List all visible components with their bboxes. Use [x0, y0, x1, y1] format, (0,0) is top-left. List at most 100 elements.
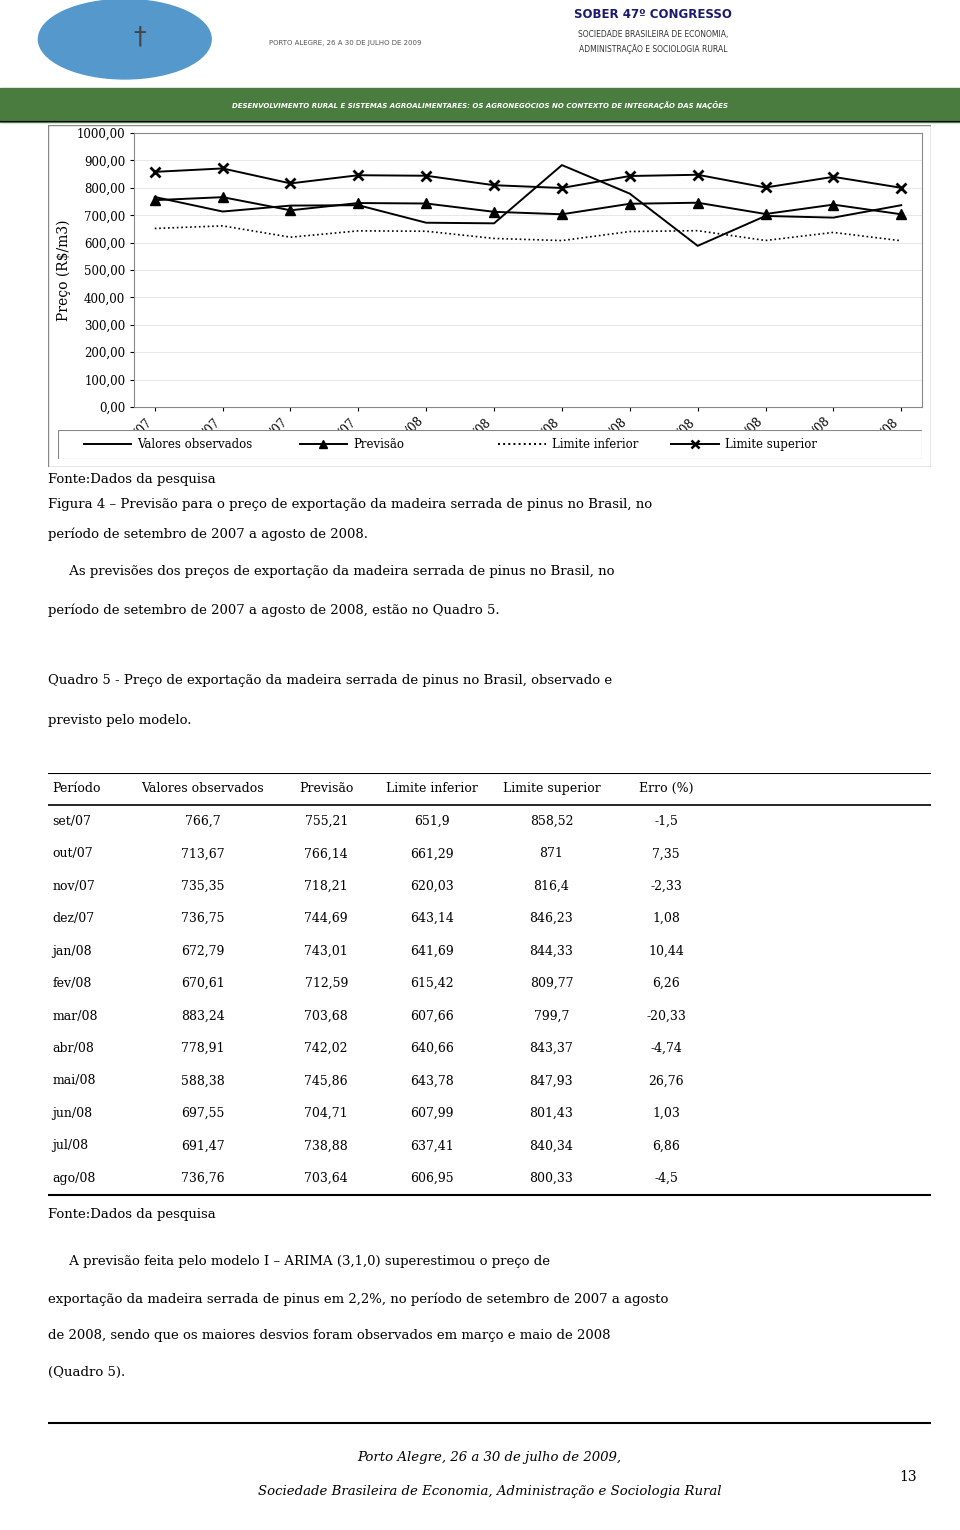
- Text: Porto Alegre, 26 a 30 de julho de 2009,: Porto Alegre, 26 a 30 de julho de 2009,: [357, 1450, 622, 1464]
- Text: Previsão: Previsão: [353, 438, 404, 451]
- Text: mai/08: mai/08: [53, 1074, 96, 1088]
- Text: jan/08: jan/08: [53, 944, 92, 958]
- Text: Limite inferior: Limite inferior: [552, 438, 638, 451]
- Text: ADMINISTRAÇÃO E SOCIOLOGIA RURAL: ADMINISTRAÇÃO E SOCIOLOGIA RURAL: [579, 44, 727, 54]
- Text: 640,66: 640,66: [410, 1042, 454, 1056]
- Text: -4,5: -4,5: [655, 1172, 678, 1184]
- Text: exportação da madeira serrada de pinus em 2,2%, no período de setembro de 2007 a: exportação da madeira serrada de pinus e…: [48, 1293, 668, 1307]
- Text: (Quadro 5).: (Quadro 5).: [48, 1366, 125, 1380]
- Text: 735,35: 735,35: [180, 880, 225, 892]
- Text: 843,37: 843,37: [530, 1042, 573, 1056]
- Text: 26,76: 26,76: [648, 1074, 684, 1088]
- Text: Limite inferior: Limite inferior: [386, 782, 478, 796]
- Text: 846,23: 846,23: [530, 912, 573, 926]
- Text: 800,33: 800,33: [530, 1172, 573, 1184]
- Text: 704,71: 704,71: [304, 1106, 348, 1120]
- Text: Fonte:Dados da pesquisa: Fonte:Dados da pesquisa: [48, 473, 216, 487]
- Text: 844,33: 844,33: [530, 944, 573, 958]
- Text: 809,77: 809,77: [530, 978, 573, 990]
- Bar: [0, 89, 960, 122]
- Text: ago/08: ago/08: [53, 1172, 96, 1184]
- Text: SOBER 47º CONGRESSO: SOBER 47º CONGRESSO: [574, 8, 732, 21]
- Text: 755,21: 755,21: [304, 815, 348, 828]
- Text: 6,86: 6,86: [652, 1140, 681, 1152]
- Text: SOCIEDADE BRASILEIRA DE ECONOMIA,: SOCIEDADE BRASILEIRA DE ECONOMIA,: [578, 29, 728, 38]
- Text: 7,35: 7,35: [653, 848, 680, 860]
- Text: 615,42: 615,42: [410, 978, 454, 990]
- Text: PORTO ALEGRE, 26 A 30 DE JULHO DE 2009: PORTO ALEGRE, 26 A 30 DE JULHO DE 2009: [270, 40, 421, 46]
- Text: †: †: [132, 24, 146, 49]
- Text: 801,43: 801,43: [530, 1106, 573, 1120]
- Text: 6,26: 6,26: [653, 978, 680, 990]
- Text: Limite superior: Limite superior: [725, 438, 817, 451]
- Text: nov/07: nov/07: [53, 880, 95, 892]
- Text: período de setembro de 2007 a agosto de 2008.: período de setembro de 2007 a agosto de …: [48, 528, 368, 542]
- Text: 858,52: 858,52: [530, 815, 573, 828]
- Text: -2,33: -2,33: [650, 880, 683, 892]
- Text: fev/08: fev/08: [53, 978, 92, 990]
- Text: 718,21: 718,21: [304, 880, 348, 892]
- Text: 697,55: 697,55: [180, 1106, 225, 1120]
- Text: 1,08: 1,08: [652, 912, 681, 926]
- Text: set/07: set/07: [53, 815, 91, 828]
- Text: A previsão feita pelo modelo I – ARIMA (3,1,0) superestimou o preço de: A previsão feita pelo modelo I – ARIMA (…: [48, 1255, 550, 1268]
- Text: 703,64: 703,64: [304, 1172, 348, 1184]
- Text: 661,29: 661,29: [410, 848, 454, 860]
- Bar: [0, 0, 960, 89]
- Text: -4,74: -4,74: [650, 1042, 683, 1056]
- Text: 641,69: 641,69: [410, 944, 454, 958]
- Text: previsto pelo modelo.: previsto pelo modelo.: [48, 713, 191, 727]
- Text: 620,03: 620,03: [410, 880, 454, 892]
- Text: dez/07: dez/07: [53, 912, 94, 926]
- Text: 766,7: 766,7: [184, 815, 221, 828]
- Text: 738,88: 738,88: [304, 1140, 348, 1152]
- Text: Valores observados: Valores observados: [137, 438, 252, 451]
- Text: Valores observados: Valores observados: [141, 782, 264, 796]
- Text: 607,99: 607,99: [411, 1106, 454, 1120]
- Text: 766,14: 766,14: [304, 848, 348, 860]
- Text: 606,95: 606,95: [410, 1172, 454, 1184]
- Text: -1,5: -1,5: [655, 815, 678, 828]
- Text: 799,7: 799,7: [534, 1010, 569, 1022]
- Text: 736,76: 736,76: [180, 1172, 225, 1184]
- Text: Erro (%): Erro (%): [639, 782, 693, 796]
- Text: 588,38: 588,38: [180, 1074, 225, 1088]
- Text: de 2008, sendo que os maiores desvios foram observados em março e maio de 2008: de 2008, sendo que os maiores desvios fo…: [48, 1330, 611, 1342]
- Text: As previsões dos preços de exportação da madeira serrada de pinus no Brasil, no: As previsões dos preços de exportação da…: [48, 566, 614, 578]
- Text: 736,75: 736,75: [180, 912, 225, 926]
- Text: 816,4: 816,4: [534, 880, 569, 892]
- Text: 703,68: 703,68: [304, 1010, 348, 1022]
- Text: abr/08: abr/08: [53, 1042, 94, 1056]
- Text: 743,01: 743,01: [304, 944, 348, 958]
- Text: -20,33: -20,33: [646, 1010, 686, 1022]
- Text: jun/08: jun/08: [53, 1106, 92, 1120]
- Text: Sociedade Brasileira de Economia, Administração e Sociologia Rural: Sociedade Brasileira de Economia, Admini…: [258, 1486, 721, 1498]
- Y-axis label: Preço (R$/m3): Preço (R$/m3): [57, 219, 71, 321]
- Text: DESENVOLVIMENTO RURAL E SISTEMAS AGROALIMENTARES: OS AGRONEGÓCIOS NO CONTEXTO DE: DESENVOLVIMENTO RURAL E SISTEMAS AGROALI…: [232, 101, 728, 109]
- Text: 742,02: 742,02: [304, 1042, 348, 1056]
- Text: Limite superior: Limite superior: [502, 782, 600, 796]
- Text: 637,41: 637,41: [410, 1140, 454, 1152]
- Text: 847,93: 847,93: [530, 1074, 573, 1088]
- Text: jul/08: jul/08: [53, 1140, 88, 1152]
- Ellipse shape: [38, 0, 211, 80]
- Text: Período: Período: [53, 782, 101, 796]
- Text: Figura 4 – Previsão para o preço de exportação da madeira serrada de pinus no Br: Figura 4 – Previsão para o preço de expo…: [48, 497, 652, 511]
- Text: Previsão: Previsão: [299, 782, 353, 796]
- Text: mar/08: mar/08: [53, 1010, 98, 1022]
- Text: 691,47: 691,47: [180, 1140, 225, 1152]
- Text: 13: 13: [900, 1470, 917, 1484]
- Text: 607,66: 607,66: [410, 1010, 454, 1022]
- Text: Fonte:Dados da pesquisa: Fonte:Dados da pesquisa: [48, 1209, 216, 1221]
- Text: 1,03: 1,03: [652, 1106, 681, 1120]
- Text: 672,79: 672,79: [180, 944, 225, 958]
- Text: 643,78: 643,78: [410, 1074, 454, 1088]
- Text: out/07: out/07: [53, 848, 93, 860]
- Text: 713,67: 713,67: [180, 848, 225, 860]
- Text: 883,24: 883,24: [180, 1010, 225, 1022]
- Text: 651,9: 651,9: [415, 815, 450, 828]
- Text: 10,44: 10,44: [648, 944, 684, 958]
- Text: 744,69: 744,69: [304, 912, 348, 926]
- Text: Quadro 5 - Preço de exportação da madeira serrada de pinus no Brasil, observado : Quadro 5 - Preço de exportação da madeir…: [48, 675, 612, 687]
- Text: 840,34: 840,34: [530, 1140, 573, 1152]
